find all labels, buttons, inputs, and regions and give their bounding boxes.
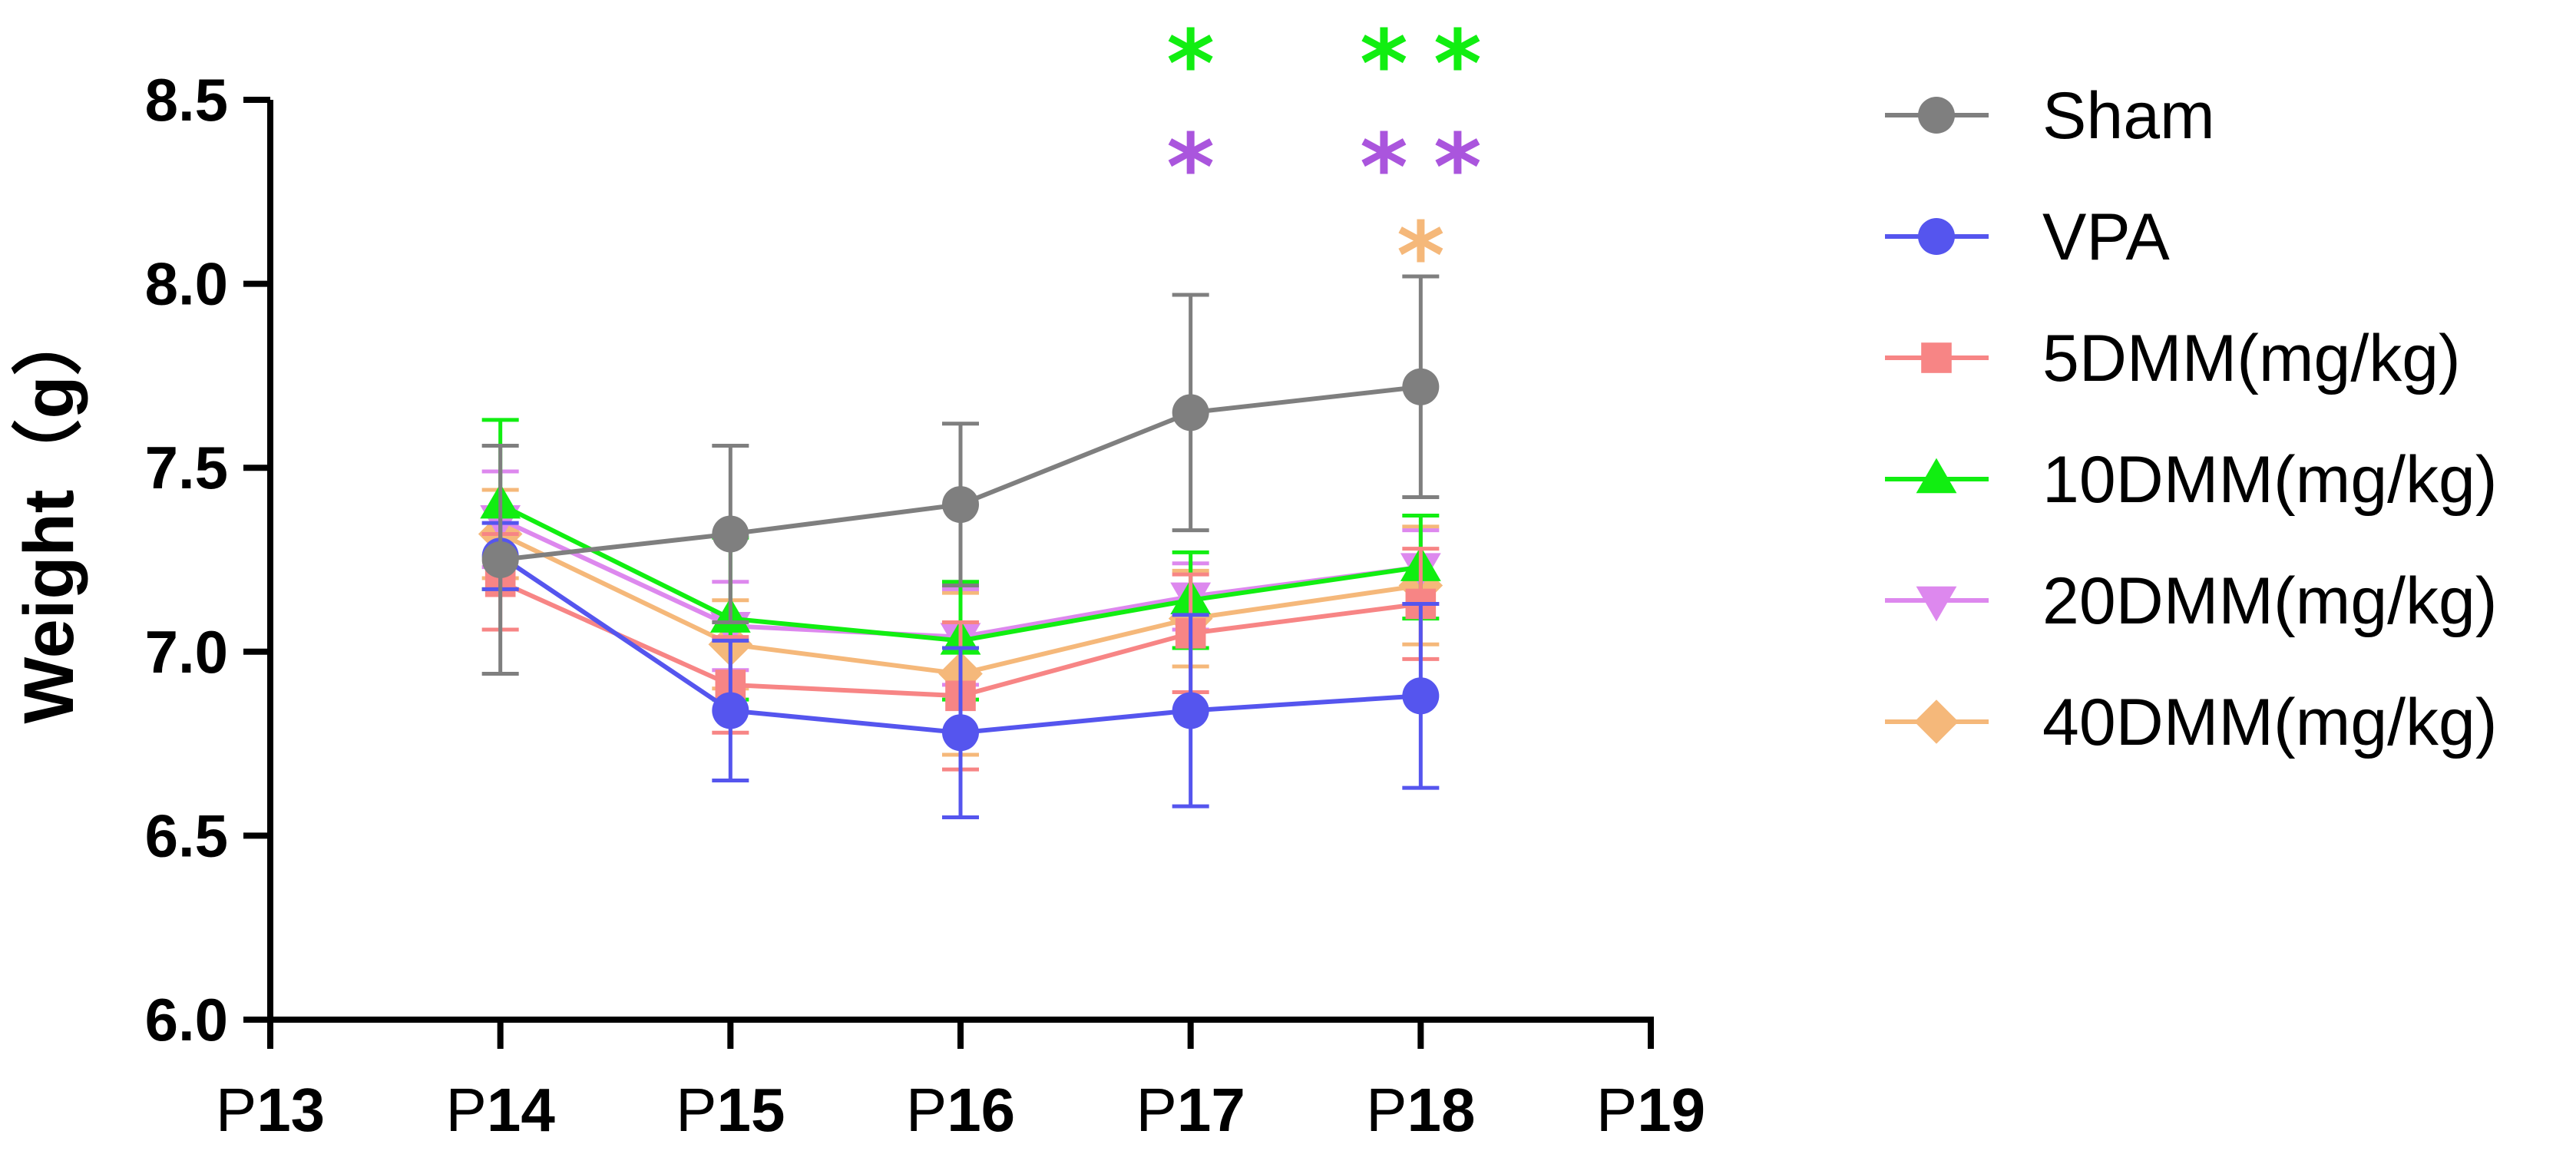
- y-tick-label: 6.0: [145, 986, 228, 1053]
- legend-label: 40DMM(mg/kg): [2042, 686, 2498, 759]
- series-sham: [481, 274, 1440, 676]
- legend-label: 5DMM(mg/kg): [2042, 322, 2461, 395]
- marker-circle: [1402, 677, 1440, 715]
- legend-item: 5DMM(mg/kg): [1885, 322, 2461, 395]
- marker-circle: [712, 515, 749, 553]
- y-tick-label: 7.0: [145, 618, 228, 686]
- marker-circle: [942, 486, 979, 524]
- legend-item: VPA: [1885, 200, 2170, 274]
- significance-star: *: [1166, 12, 1215, 118]
- x-tick-number: 14: [487, 1076, 555, 1144]
- x-tick-prefix: P: [445, 1076, 486, 1144]
- significance-star: *: [1397, 203, 1445, 310]
- x-tick-prefix: P: [1136, 1076, 1176, 1144]
- legend-label: Sham: [2042, 79, 2215, 153]
- marker-triangle-up: [1916, 458, 1957, 494]
- y-tick-label: 6.5: [145, 802, 228, 869]
- marker-diamond: [1914, 699, 1959, 744]
- marker-circle: [1918, 218, 1955, 255]
- marker-circle: [942, 714, 979, 752]
- marker-triangle-down: [1916, 586, 1957, 622]
- x-tick-prefix: P: [1596, 1076, 1637, 1144]
- y-tick-label: 7.5: [145, 434, 228, 501]
- x-tick-number: 13: [256, 1076, 325, 1144]
- marker-circle: [1918, 97, 1955, 134]
- x-tick-label: P18: [1366, 1076, 1475, 1144]
- y-tick-label: 8.0: [145, 250, 228, 318]
- x-tick-label: P16: [906, 1076, 1015, 1144]
- x-tick-number: 15: [717, 1076, 785, 1144]
- legend-label: 20DMM(mg/kg): [2042, 564, 2498, 638]
- x-tick-number: 17: [1177, 1076, 1245, 1144]
- significance-star: *: [1360, 115, 1408, 222]
- x-tick-label: P15: [676, 1076, 785, 1144]
- x-tick-prefix: P: [1366, 1076, 1407, 1144]
- marker-circle: [1402, 368, 1440, 405]
- significance-star: *: [1433, 12, 1482, 118]
- x-tick-number: 19: [1637, 1076, 1705, 1144]
- legend-label: 10DMM(mg/kg): [2042, 443, 2498, 517]
- x-tick-number: 18: [1407, 1076, 1476, 1144]
- series-layer: [478, 274, 1443, 819]
- y-tick-label: 8.5: [145, 66, 228, 134]
- x-tick-prefix: P: [676, 1076, 716, 1144]
- y-axis-label: Weight（g）: [10, 305, 88, 723]
- marker-square: [1921, 342, 1952, 373]
- significance-markers: * * ** * **: [1166, 12, 1481, 310]
- marker-circle: [1172, 394, 1209, 432]
- x-tick-number: 16: [947, 1076, 1015, 1144]
- x-tick-label: P14: [445, 1076, 555, 1144]
- x-tick-label: P13: [216, 1076, 325, 1144]
- legend-item: 40DMM(mg/kg): [1885, 686, 2498, 759]
- significance-star: *: [1360, 12, 1408, 118]
- legend-label: VPA: [2042, 200, 2170, 274]
- legend: Sham VPA 5DMM(mg/kg) 10DMM(mg/kg) 20DMM(mg/k…: [1885, 79, 2498, 759]
- legend-item: Sham: [1885, 79, 2215, 153]
- legend-item: 20DMM(mg/kg): [1885, 564, 2498, 638]
- marker-circle: [1172, 692, 1209, 729]
- x-tick-label: P17: [1136, 1076, 1245, 1144]
- x-tick-prefix: P: [906, 1076, 947, 1144]
- significance-star: *: [1433, 115, 1482, 222]
- x-tick-label: P19: [1596, 1076, 1705, 1144]
- marker-circle: [712, 692, 749, 729]
- series-vpa: [481, 521, 1440, 819]
- marker-circle: [481, 541, 519, 578]
- legend-item: 10DMM(mg/kg): [1885, 443, 2498, 517]
- significance-star: *: [1166, 115, 1215, 222]
- x-tick-prefix: P: [216, 1076, 256, 1144]
